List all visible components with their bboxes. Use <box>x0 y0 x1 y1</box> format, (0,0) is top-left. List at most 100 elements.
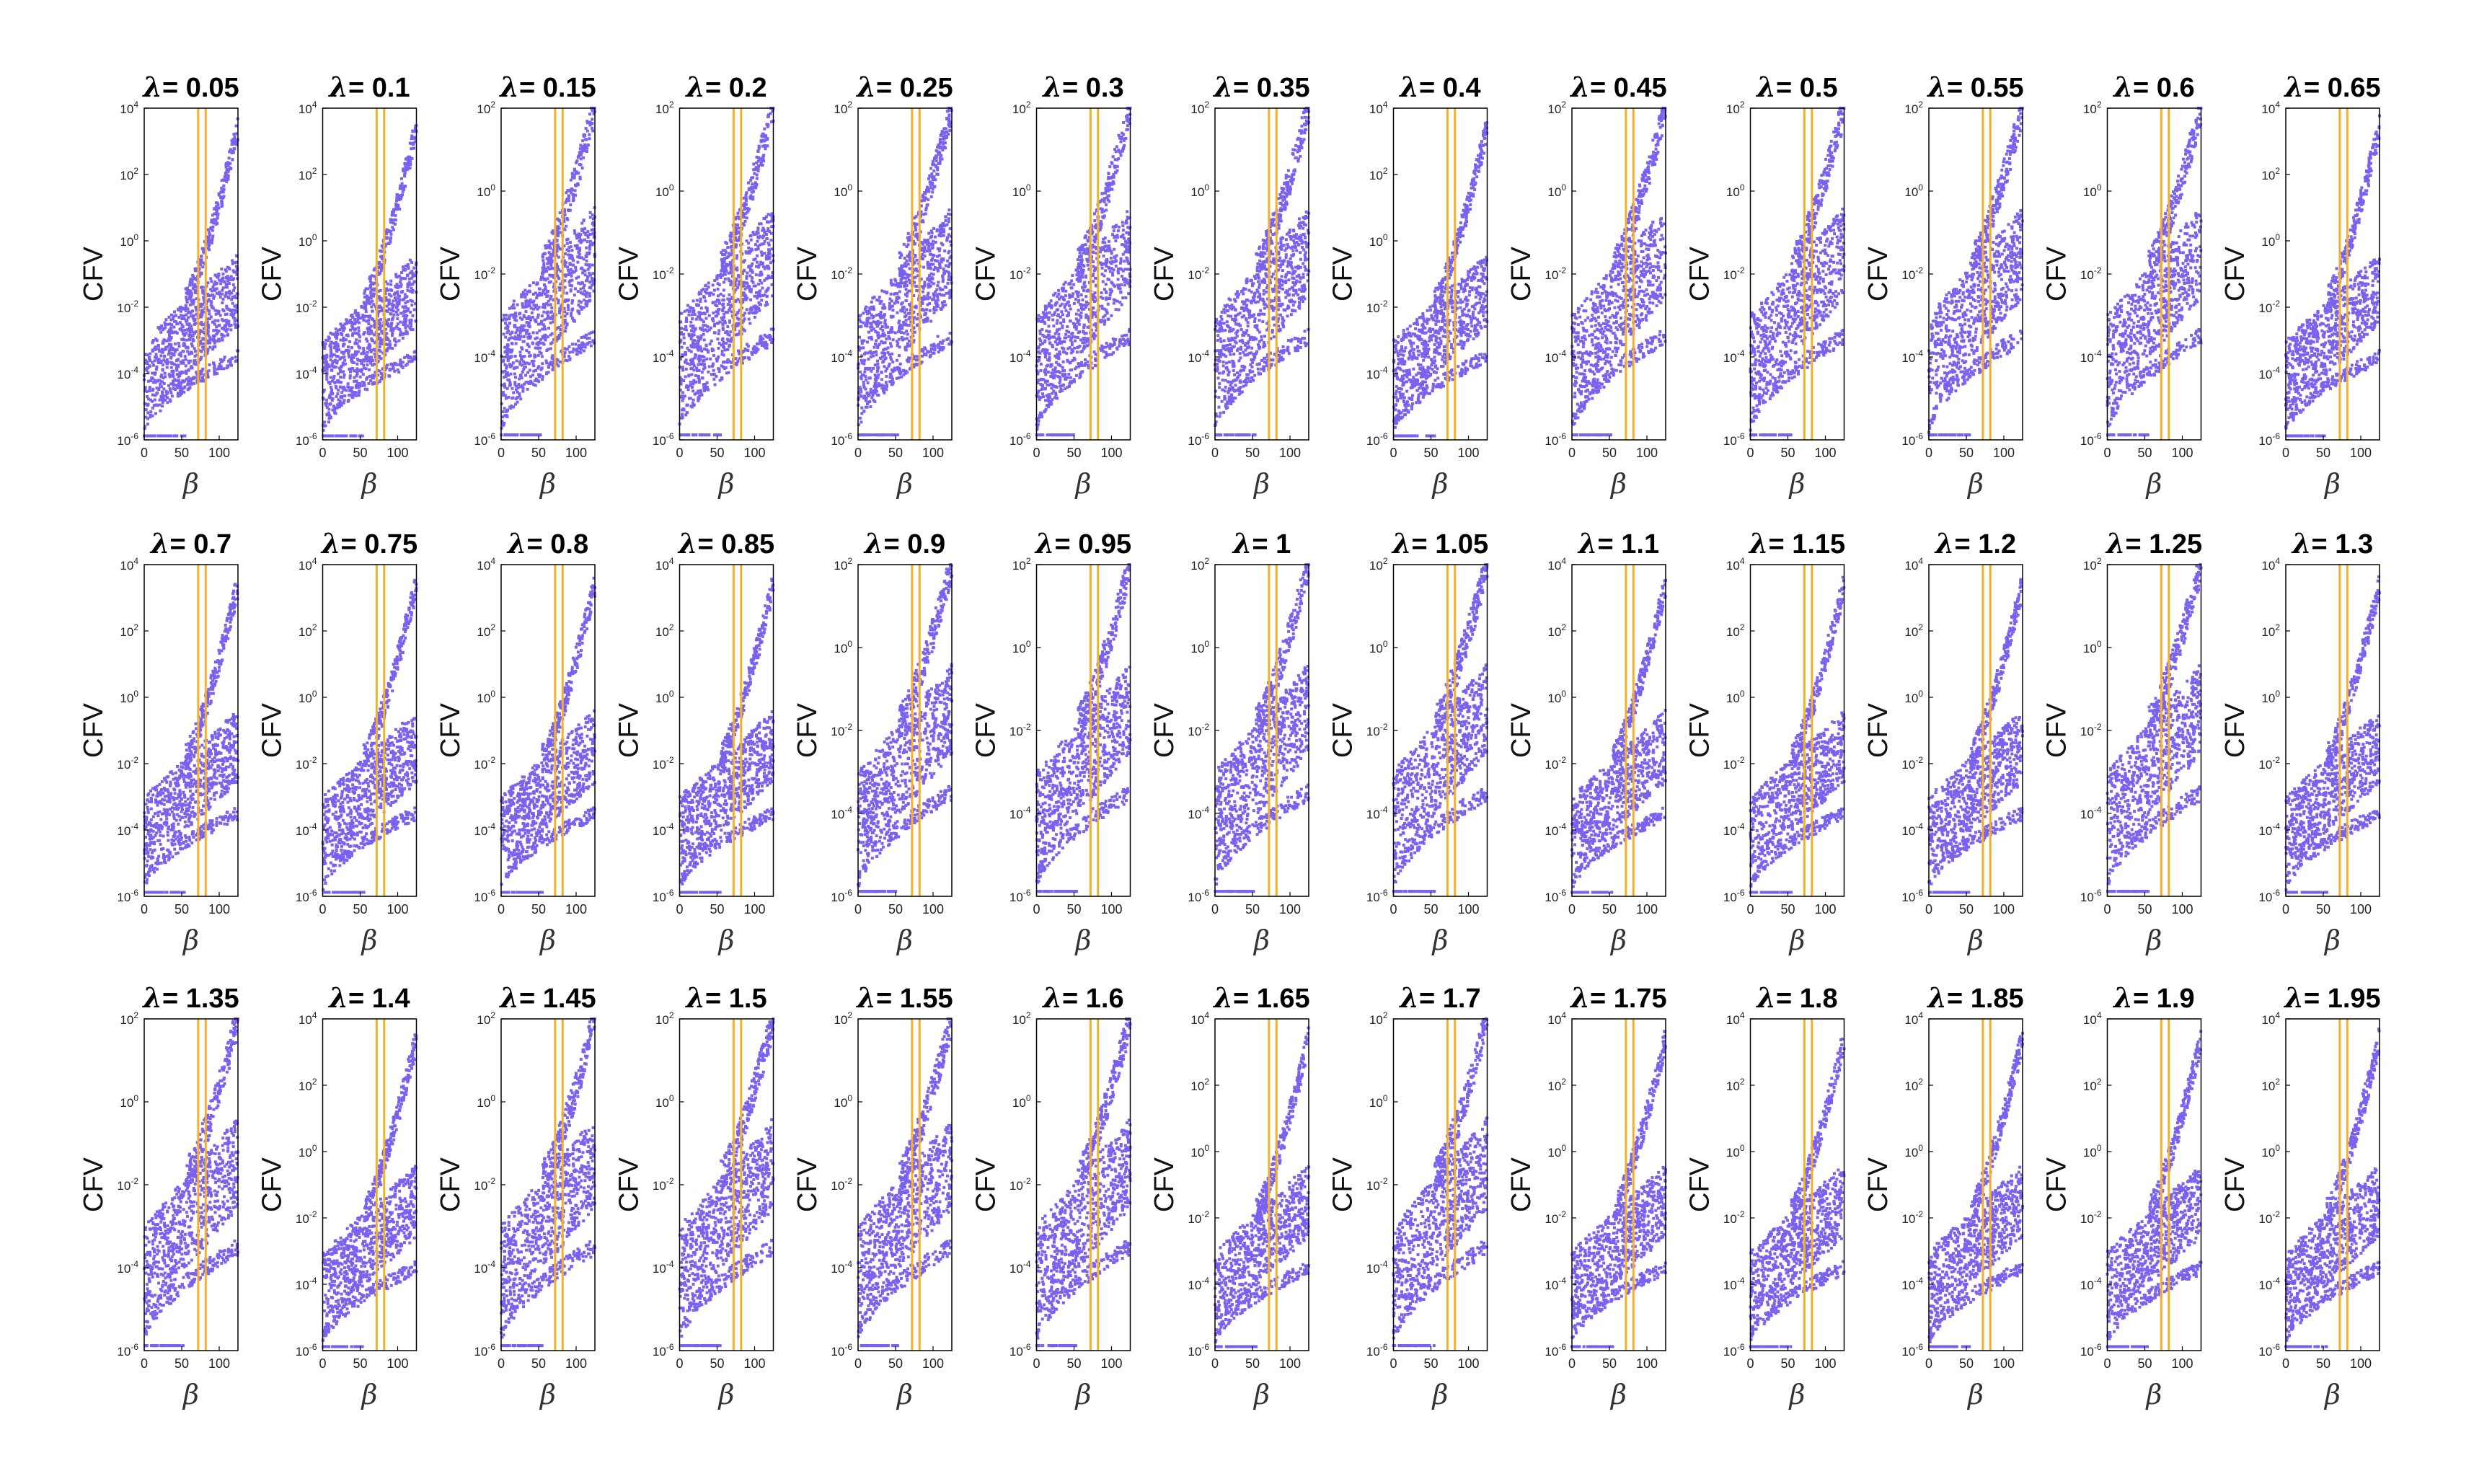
data-point <box>697 368 701 372</box>
data-point <box>330 388 334 392</box>
data-point <box>932 254 936 257</box>
data-point <box>226 286 229 289</box>
x-axis-label: β <box>182 468 199 500</box>
data-point <box>503 369 507 373</box>
data-point <box>722 306 725 309</box>
data-point <box>562 218 565 221</box>
data-point <box>768 252 772 256</box>
data-point <box>515 433 518 437</box>
data-point <box>345 319 349 322</box>
data-point <box>514 342 518 345</box>
data-point <box>689 380 692 384</box>
data-point <box>182 328 186 332</box>
data-point <box>399 283 403 286</box>
data-point <box>337 398 340 402</box>
data-point <box>362 350 366 353</box>
data-point <box>410 304 414 307</box>
data-point <box>193 269 197 273</box>
data-point <box>190 277 193 281</box>
data-point <box>712 368 715 372</box>
data-point <box>403 355 407 359</box>
data-point <box>688 306 692 309</box>
data-point <box>718 301 722 305</box>
data-point <box>679 395 683 399</box>
data-point <box>230 356 234 360</box>
data-point <box>503 385 507 389</box>
data-point <box>523 355 526 358</box>
data-point <box>562 208 566 211</box>
data-point <box>735 322 738 325</box>
data-point <box>938 247 942 251</box>
data-point <box>219 282 223 286</box>
data-point <box>558 360 562 363</box>
data-point <box>540 366 544 370</box>
data-point <box>583 146 587 150</box>
data-point <box>362 347 366 350</box>
data-point <box>213 319 217 322</box>
panel-title: λ= 0.2 <box>684 71 766 103</box>
data-point <box>513 306 516 310</box>
data-point <box>766 274 770 278</box>
data-point <box>539 373 542 376</box>
data-point <box>201 345 205 349</box>
data-point <box>756 164 760 167</box>
data-point <box>586 129 589 133</box>
data-point <box>372 319 376 323</box>
data-point <box>558 231 562 234</box>
data-point <box>391 306 394 309</box>
data-point <box>348 376 352 380</box>
data-point <box>218 314 222 317</box>
data-point <box>544 278 547 282</box>
data-point <box>181 317 185 320</box>
data-point <box>412 350 416 354</box>
data-point <box>233 138 237 141</box>
data-point <box>163 348 167 351</box>
data-point <box>505 354 509 358</box>
data-point <box>556 337 560 341</box>
data-point <box>358 339 361 343</box>
data-point <box>156 358 159 361</box>
data-point <box>231 138 235 141</box>
data-point <box>332 405 336 408</box>
data-point <box>377 348 381 352</box>
data-point <box>547 239 551 243</box>
data-point <box>229 361 232 365</box>
data-point <box>586 337 589 340</box>
data-point <box>519 397 523 401</box>
data-point <box>328 344 332 348</box>
data-point <box>377 319 381 322</box>
data-point <box>200 369 204 373</box>
data-point <box>687 310 691 314</box>
data-point <box>371 299 374 303</box>
data-point <box>503 394 507 397</box>
data-point <box>749 187 753 190</box>
data-point <box>340 364 343 368</box>
data-point <box>582 156 586 159</box>
data-point <box>173 350 177 353</box>
data-point <box>143 358 147 362</box>
data-point <box>588 299 591 302</box>
data-point <box>537 380 541 384</box>
data-point <box>161 391 164 394</box>
data-point <box>585 294 588 298</box>
data-point <box>562 259 566 262</box>
data-point <box>231 296 234 299</box>
data-point <box>167 337 171 340</box>
data-point <box>380 330 384 333</box>
data-point <box>502 423 505 427</box>
data-point <box>367 355 371 359</box>
data-point <box>589 344 593 348</box>
data-point <box>185 291 188 295</box>
data-point <box>391 226 394 229</box>
data-point <box>399 285 402 288</box>
data-point <box>324 366 328 369</box>
data-point <box>510 313 513 317</box>
data-point <box>757 292 761 296</box>
data-point <box>189 379 193 382</box>
data-point <box>371 382 374 386</box>
data-point <box>192 317 195 321</box>
data-point <box>565 312 569 316</box>
data-point <box>531 374 534 377</box>
data-point <box>385 304 389 308</box>
